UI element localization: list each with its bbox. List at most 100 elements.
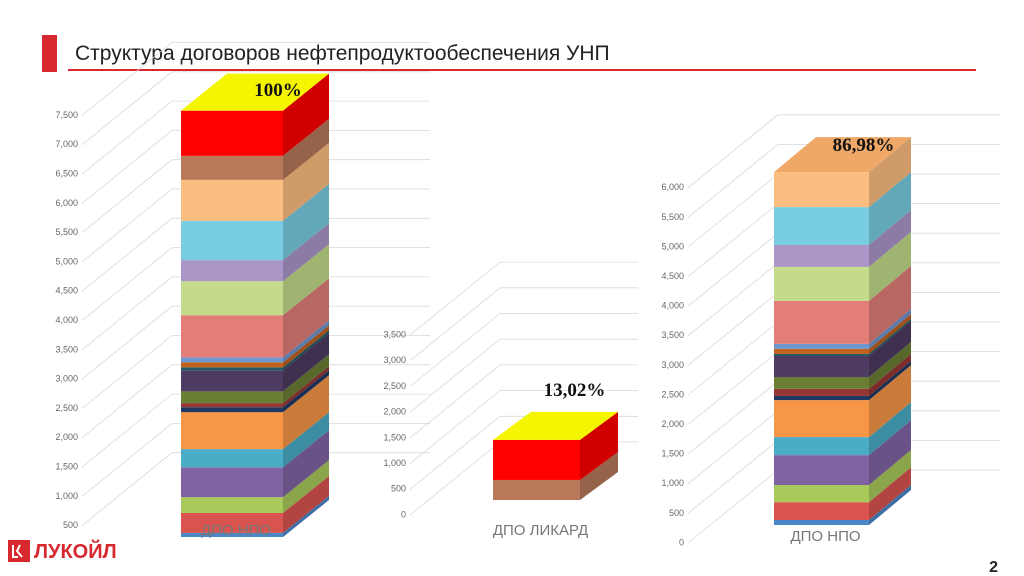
bar-side [283, 278, 329, 358]
bar-front [181, 315, 283, 358]
bar-front [181, 449, 283, 468]
grid-line [409, 313, 638, 387]
bar-side [869, 308, 911, 349]
y-tick-label: 7,000 [55, 139, 78, 149]
bar-side [869, 313, 911, 354]
bar-front [181, 220, 283, 261]
chart: 0 500 1,000 1,500 2,000 2,500 3,000 3,500 13,02%… [383, 261, 638, 539]
y-tick-label: 1,000 [661, 478, 684, 488]
grid-line [81, 42, 430, 116]
bar-segment [774, 308, 911, 349]
y-tick-label: 2,500 [661, 389, 684, 399]
grid-line [409, 390, 638, 464]
annotation: 86,98% [833, 135, 895, 156]
bar-front [181, 110, 283, 156]
y-tick-label: 1,500 [55, 461, 78, 471]
bar-segment [181, 118, 329, 180]
y-tick-label: 7,500 [55, 110, 78, 120]
bar-side [869, 320, 911, 377]
grid-line [81, 305, 430, 380]
grid-line [81, 130, 430, 204]
grid-line [81, 159, 430, 234]
category-label: ДПО НПО [790, 528, 860, 545]
bar-segment [774, 402, 911, 456]
annotation: 100% [254, 80, 302, 101]
bar-segment [774, 231, 911, 301]
bar-side [283, 244, 329, 316]
bar-segment [181, 370, 329, 413]
bar-segment [181, 244, 329, 316]
bar-segment [181, 412, 329, 468]
bar-side [869, 342, 911, 389]
bar-side [283, 460, 329, 513]
logo-mark [12, 544, 23, 558]
bar-front [181, 260, 283, 282]
y-tick-label: 2,500 [383, 381, 406, 391]
bar-segment [774, 265, 911, 344]
chart: 0 500 1,000 1,500 2,000 2,500 3,000 3,500 4,000 4… [661, 114, 1000, 547]
bar-side [283, 223, 329, 282]
bar-front [774, 395, 869, 401]
bar-segment [181, 495, 329, 537]
bar-front [774, 502, 869, 520]
bar-front [774, 519, 869, 525]
grid-line [81, 71, 430, 146]
y-tick-label: 5,500 [55, 227, 78, 237]
bar-front [774, 353, 869, 356]
bar-segment [181, 333, 329, 392]
bar-side [580, 411, 618, 480]
grid-line [81, 188, 430, 263]
bar-side [283, 370, 329, 413]
page-number: 2 [989, 559, 998, 576]
bar-side [869, 265, 911, 344]
grid-line [687, 144, 1000, 218]
bar-side [869, 365, 911, 438]
bar-segment [774, 360, 911, 401]
grid-line [81, 335, 430, 409]
chart: 500 1,000 1,500 2,000 2,500 3,000 3,500 4,000 4,… [55, 42, 430, 539]
y-tick-label: 3,000 [55, 374, 78, 384]
bar-side [283, 375, 329, 450]
grid-line [687, 114, 1000, 189]
bar-front [774, 437, 869, 456]
y-tick-label: 1,500 [383, 432, 406, 442]
bar-segment [774, 467, 911, 520]
bar-side [869, 484, 911, 525]
bar-front [181, 370, 283, 392]
bar-segment [774, 172, 911, 245]
bar-side [869, 137, 911, 208]
y-tick-label: 1,000 [55, 491, 78, 501]
y-tick-label: 2,000 [383, 407, 406, 417]
bar-side [869, 360, 911, 401]
bar-front [181, 467, 283, 498]
bar-segment [181, 460, 329, 513]
bar-front [181, 281, 283, 316]
grid-line [409, 261, 638, 336]
bar-front [774, 207, 869, 245]
y-tick-label: 5,500 [661, 212, 684, 222]
bar-segment [181, 430, 329, 498]
y-tick-label: 4,000 [55, 315, 78, 325]
bar-front [774, 485, 869, 503]
y-tick-label: 500 [391, 484, 406, 494]
y-tick-label: 6,500 [55, 168, 78, 178]
logo-icon [8, 540, 30, 562]
bar-front [181, 357, 283, 363]
bar-front [774, 244, 869, 267]
annotation: 13,02% [544, 380, 606, 401]
bar-side [283, 183, 329, 261]
bar-segment [774, 320, 911, 377]
bar-side [869, 450, 911, 503]
grid-line [81, 364, 430, 439]
logo-text: ЛУКОЙЛ [34, 539, 117, 563]
y-tick-label: 0 [679, 537, 684, 547]
bar-front [774, 343, 869, 349]
bar-side [283, 495, 329, 537]
bar-front [181, 367, 283, 371]
bar-side [869, 172, 911, 245]
bar-front [774, 455, 869, 486]
y-tick-label: 3,000 [383, 355, 406, 365]
bar-segment [181, 366, 329, 408]
bar-segment [774, 450, 911, 503]
bar-segment [181, 278, 329, 358]
